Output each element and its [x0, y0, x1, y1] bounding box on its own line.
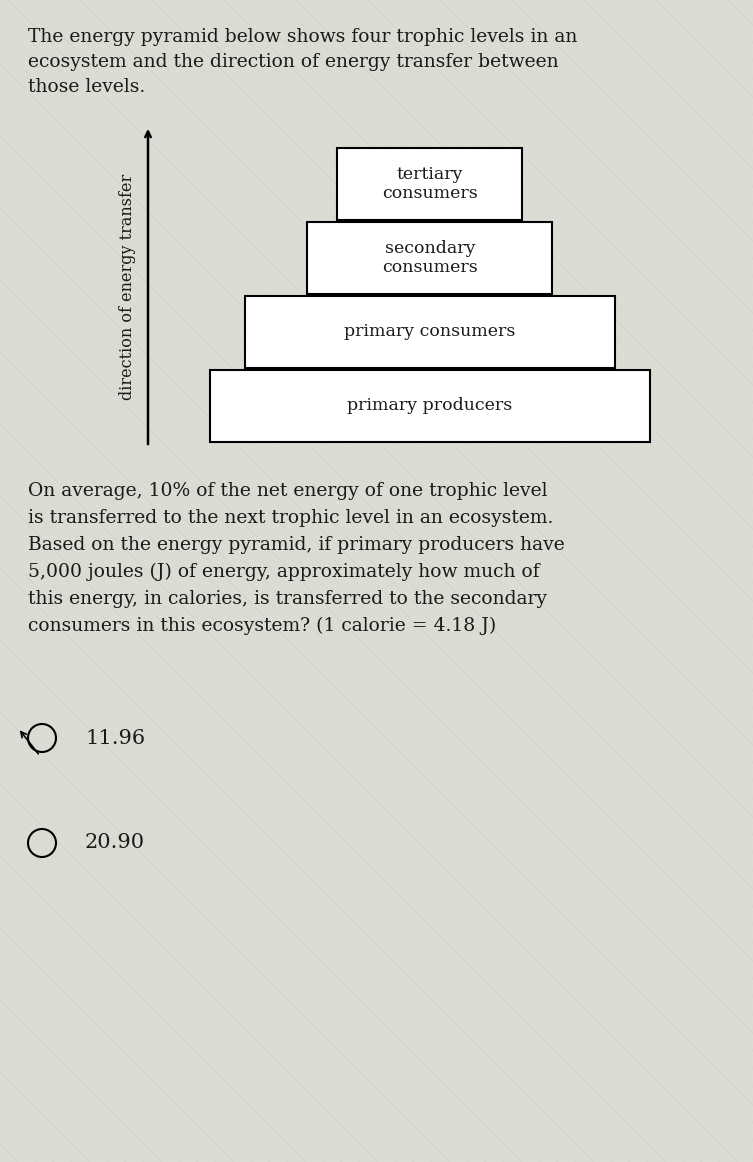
- Text: primary producers: primary producers: [347, 397, 513, 415]
- Text: 11.96: 11.96: [85, 729, 145, 747]
- Text: secondary
consumers: secondary consumers: [382, 239, 478, 277]
- Text: is transferred to the next trophic level in an ecosystem.: is transferred to the next trophic level…: [28, 509, 553, 528]
- Text: On average, 10% of the net energy of one trophic level: On average, 10% of the net energy of one…: [28, 482, 547, 500]
- Bar: [337, 148, 523, 220]
- Text: those levels.: those levels.: [28, 78, 145, 96]
- Text: tertiary
consumers: tertiary consumers: [382, 166, 478, 202]
- Bar: [307, 222, 553, 294]
- Text: The energy pyramid below shows four trophic levels in an: The energy pyramid below shows four trop…: [28, 28, 578, 46]
- Text: this energy, in calories, is transferred to the secondary: this energy, in calories, is transferred…: [28, 590, 547, 608]
- Bar: [210, 370, 650, 442]
- Bar: [245, 296, 615, 368]
- Text: primary consumers: primary consumers: [344, 323, 516, 340]
- Text: ecosystem and the direction of energy transfer between: ecosystem and the direction of energy tr…: [28, 53, 559, 71]
- Text: Based on the energy pyramid, if primary producers have: Based on the energy pyramid, if primary …: [28, 536, 565, 554]
- Text: consumers in this ecosystem? (1 calorie = 4.18 J): consumers in this ecosystem? (1 calorie …: [28, 617, 496, 636]
- Text: direction of energy transfer: direction of energy transfer: [120, 173, 136, 400]
- Text: 5,000 joules (J) of energy, approximately how much of: 5,000 joules (J) of energy, approximatel…: [28, 564, 540, 581]
- Text: 20.90: 20.90: [85, 833, 145, 853]
